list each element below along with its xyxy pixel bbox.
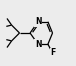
Text: N: N [35, 40, 41, 49]
Text: N: N [35, 17, 41, 26]
Text: F: F [50, 48, 55, 57]
